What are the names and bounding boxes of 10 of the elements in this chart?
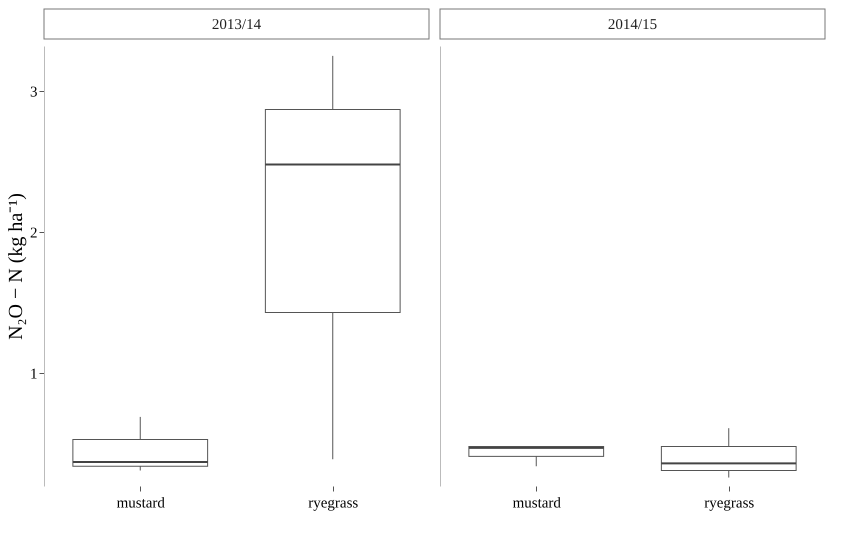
x-tick-label: ryegrass [308,496,358,512]
y-tick-label: 2 [30,226,38,242]
x-tick-label: mustard [512,496,562,512]
y-tick-label: 3 [30,84,38,101]
y-tick-label: 1 [30,366,38,383]
chart-title: 2013/14 [212,17,262,33]
y-axis-title: N₂O − N (kg ha⁻¹) [5,193,27,340]
chart-title: 2014/15 [608,17,658,33]
x-tick-label: mustard [116,496,166,512]
x-tick-label: ryegrass [704,496,754,512]
